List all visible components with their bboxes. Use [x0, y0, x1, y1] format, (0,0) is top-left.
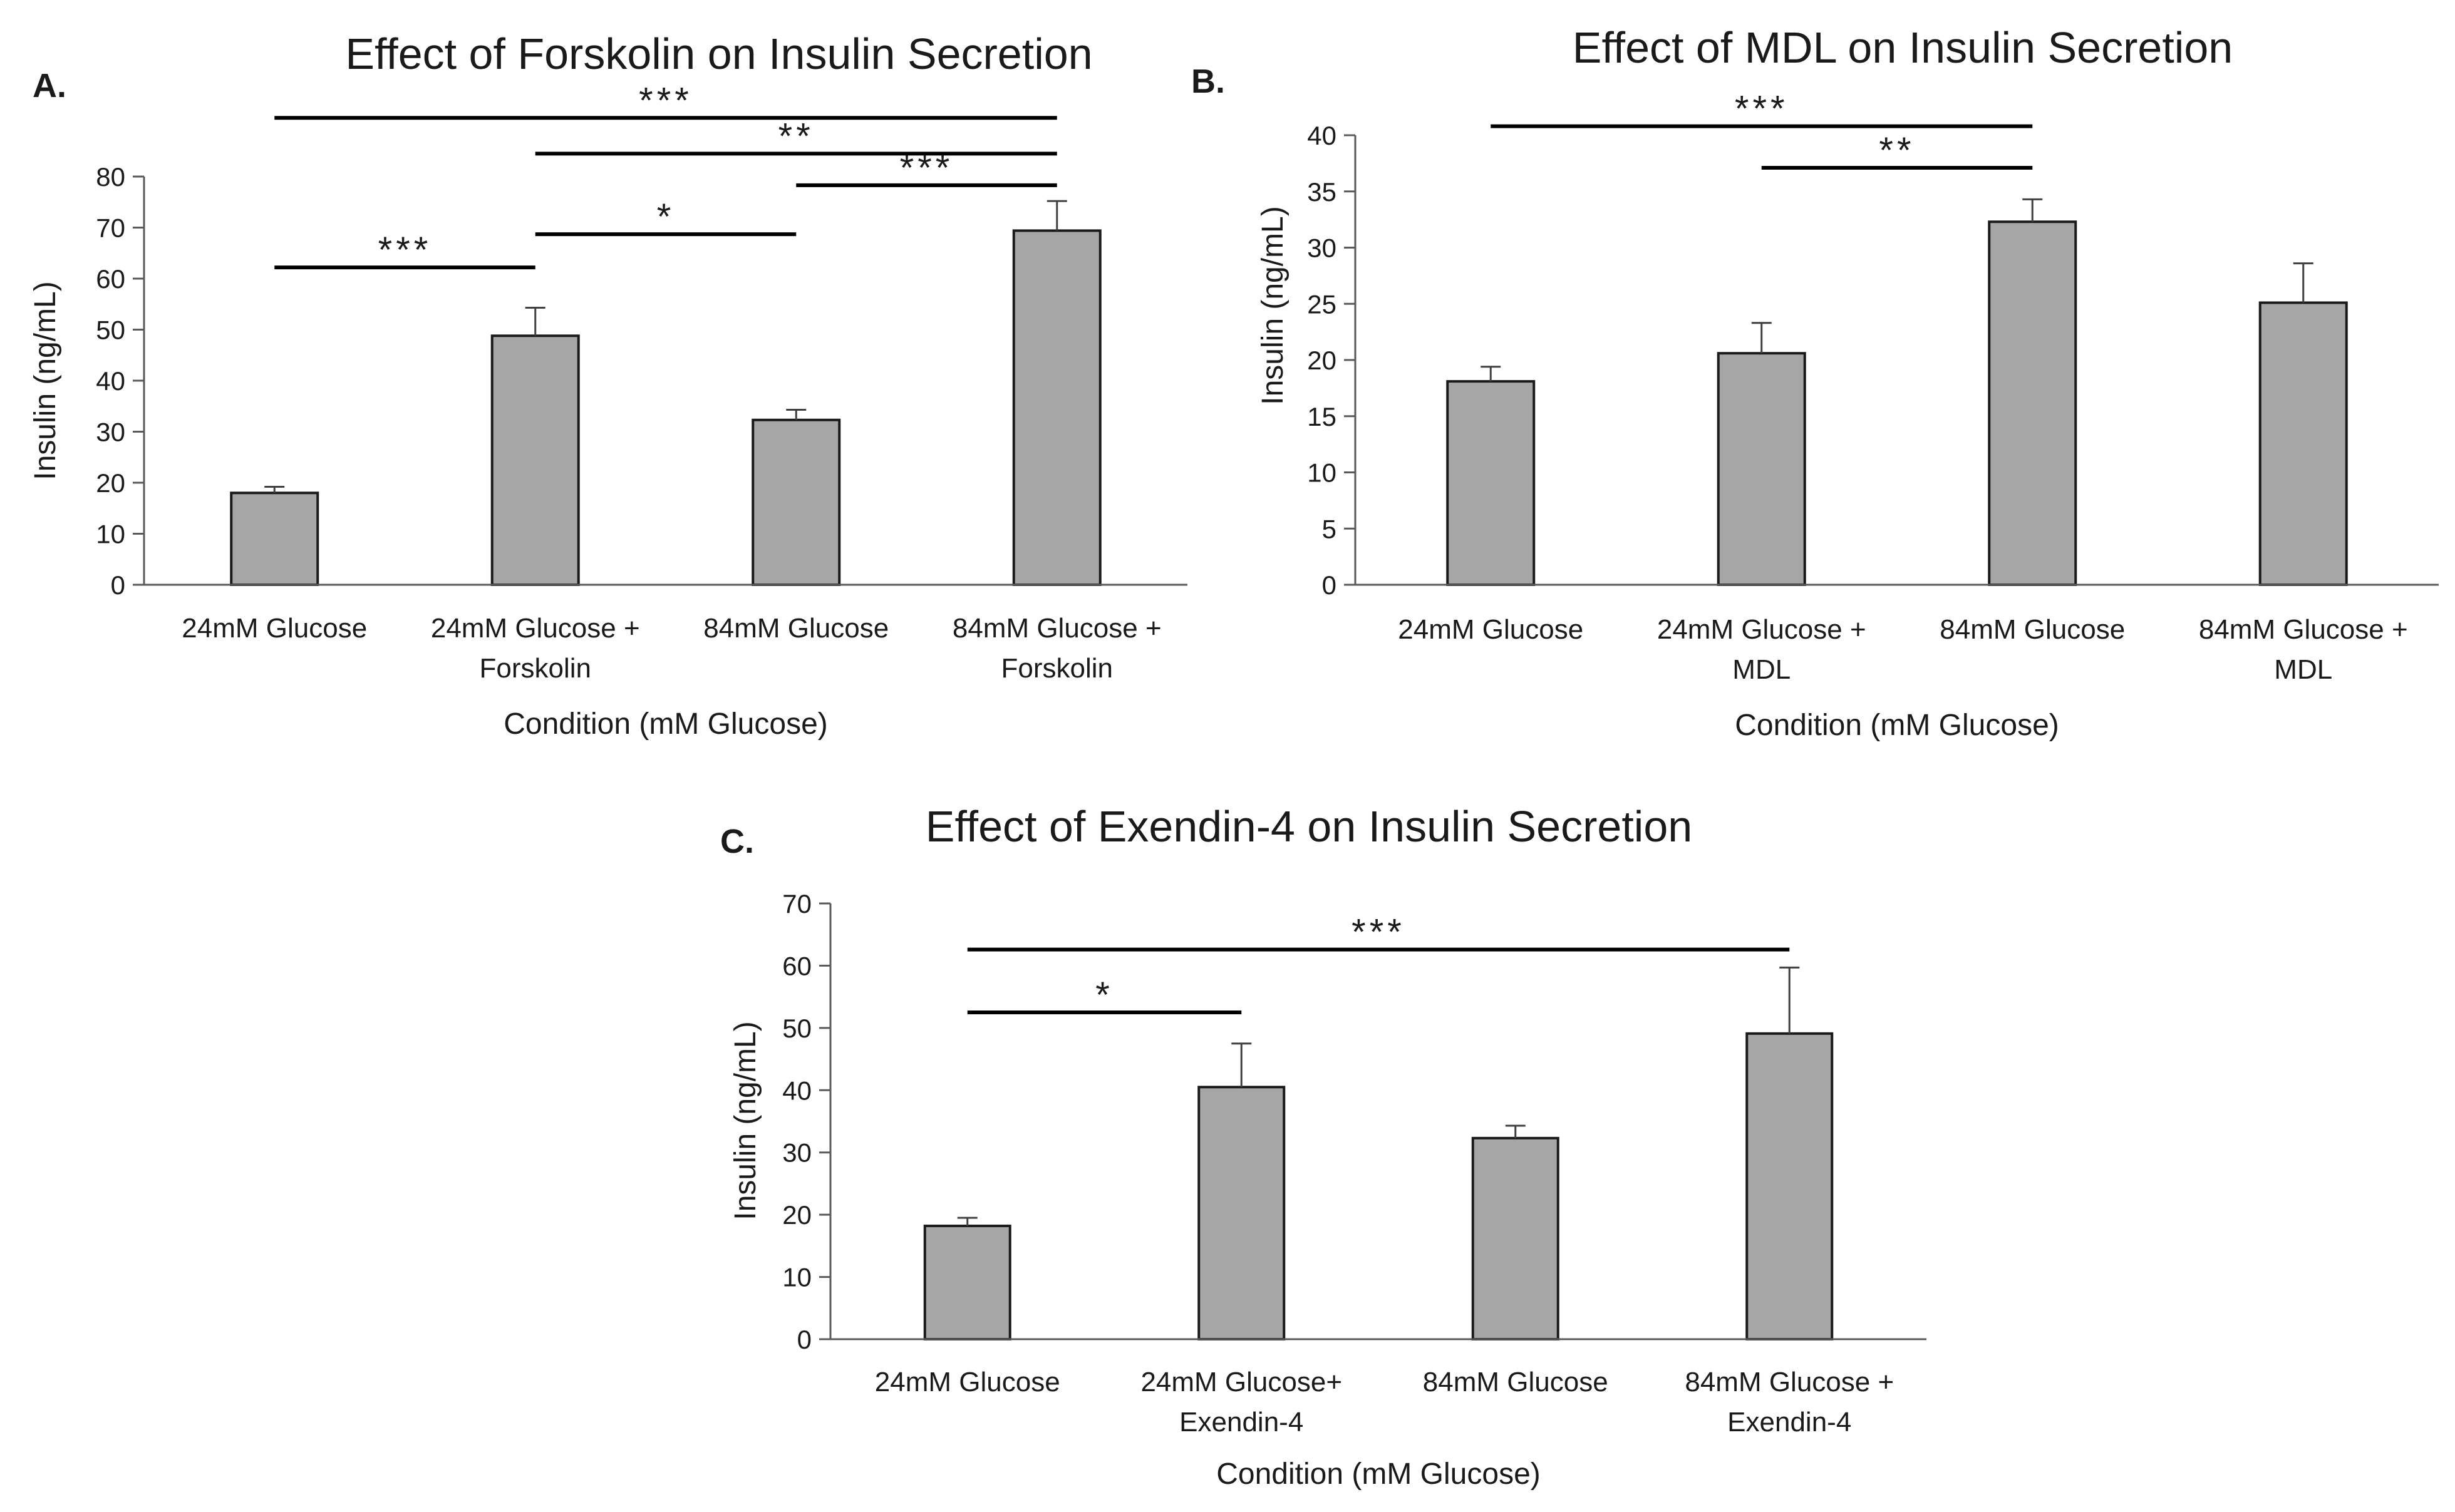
x-category-label: MDL: [1732, 654, 1791, 685]
panel-b-chart: Effect of MDL on Insulin Secretion B. Insu…: [1191, 23, 2439, 742]
bar: [752, 418, 841, 586]
y-tick-label: 20: [782, 1200, 812, 1230]
x-axis-label: Condition (mM Glucose): [1216, 1458, 1541, 1491]
bar: [2258, 301, 2348, 586]
y-tick-label: 40: [782, 1076, 812, 1105]
x-category-label: Exendin-4: [1727, 1407, 1851, 1437]
panel-label: B.: [1191, 63, 1225, 100]
y-tick-label: 40: [96, 366, 125, 396]
significance-label: ***: [1735, 89, 1789, 130]
y-tick-label: 40: [1307, 121, 1336, 150]
y-tick-label: 35: [1307, 177, 1336, 207]
y-tick-label: 30: [782, 1138, 812, 1168]
x-category-label: 24mM Glucose: [1398, 614, 1583, 645]
bar: [1988, 220, 2077, 586]
y-tick-label: 20: [96, 468, 125, 498]
bar: [1197, 1086, 1286, 1341]
x-category-label: MDL: [2274, 654, 2332, 685]
y-tick-label: 60: [96, 264, 125, 294]
y-tick-label: 0: [111, 570, 125, 600]
x-category-label: 84mM Glucose +: [953, 613, 1162, 644]
bar: [1745, 1032, 1834, 1340]
chart-title: Effect of Forskolin on Insulin Secretion: [345, 29, 1092, 78]
y-tick-label: 5: [1322, 514, 1336, 543]
x-category-label: Forskolin: [480, 653, 592, 684]
y-tick-label: 20: [1307, 346, 1336, 375]
chart-title: Effect of Exendin-4 on Insulin Secretion: [926, 802, 1692, 851]
significance-label: *: [657, 197, 675, 237]
x-category-label: 24mM Glucose: [182, 613, 367, 644]
y-tick-label: 50: [782, 1014, 812, 1043]
x-category-label: 84mM Glucose +: [1685, 1367, 1894, 1397]
y-tick-label: 0: [1322, 570, 1336, 600]
y-tick-label: 25: [1307, 289, 1336, 319]
bar: [1446, 380, 1536, 586]
y-tick-label: 30: [96, 418, 125, 447]
chart-title: Effect of MDL on Insulin Secretion: [1573, 23, 2233, 72]
bar: [1717, 352, 1806, 586]
bar: [1471, 1136, 1559, 1340]
y-tick-label: 70: [96, 213, 125, 243]
bar: [230, 491, 319, 586]
y-tick-label: 80: [96, 162, 125, 192]
x-category-label: 24mM Glucose+: [1140, 1367, 1342, 1397]
x-category-label: 84mM Glucose: [1423, 1367, 1608, 1397]
y-tick-label: 0: [797, 1325, 812, 1354]
significance-label: ***: [639, 80, 693, 121]
y-axis-label: Insulin (ng/mL): [29, 281, 62, 480]
bar: [1012, 229, 1102, 586]
y-tick-label: 15: [1307, 402, 1336, 431]
panel-label: C.: [720, 823, 754, 860]
y-tick-label: 70: [782, 889, 812, 918]
x-category-label: 84mM Glucose +: [2199, 614, 2408, 645]
x-category-label: 24mM Glucose: [875, 1367, 1060, 1397]
y-tick-label: 10: [96, 520, 125, 549]
x-category-label: 84mM Glucose: [1940, 614, 2125, 645]
significance-label: ***: [378, 230, 432, 270]
bar: [923, 1225, 1011, 1341]
x-axis-label: Condition (mM Glucose): [504, 707, 828, 741]
y-tick-label: 10: [1307, 458, 1336, 488]
significance-label: *: [1095, 975, 1114, 1016]
panel-c-chart: Effect of Exendin-4 on Insulin Secretion…: [720, 802, 1926, 1491]
panel-a-chart: Effect of Forskolin on Insulin Secretion…: [29, 29, 1187, 741]
x-category-label: 24mM Glucose +: [1657, 614, 1866, 645]
significance-label: **: [1879, 130, 1915, 171]
y-axis-label: Insulin (ng/mL): [729, 1021, 762, 1220]
x-category-label: Forskolin: [1001, 653, 1114, 684]
significance-label: ***: [900, 148, 954, 188]
significance-label: **: [778, 116, 814, 157]
y-axis-label: Insulin (ng/mL): [1256, 206, 1290, 404]
y-tick-label: 60: [782, 951, 812, 980]
x-category-label: 24mM Glucose +: [431, 613, 640, 644]
significance-label: ***: [1352, 912, 1405, 953]
x-axis-label: Condition (mM Glucose): [1735, 709, 2059, 742]
x-category-label: Exendin-4: [1179, 1407, 1303, 1437]
y-tick-label: 50: [96, 316, 125, 345]
panel-label: A.: [33, 67, 66, 105]
y-tick-label: 30: [1307, 234, 1336, 263]
bar: [490, 334, 580, 587]
x-category-label: 84mM Glucose: [703, 613, 889, 644]
y-tick-label: 10: [782, 1263, 812, 1292]
